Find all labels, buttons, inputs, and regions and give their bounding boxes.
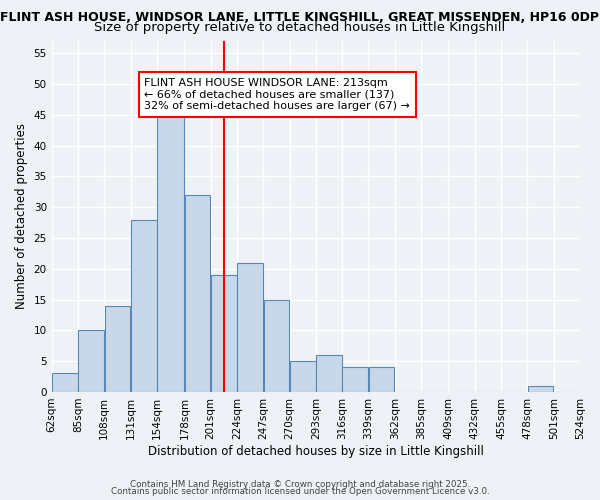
Bar [237,262,263,392]
Text: FLINT ASH HOUSE, WINDSOR LANE, LITTLE KINGSHILL, GREAT MISSENDEN, HP16 0DP: FLINT ASH HOUSE, WINDSOR LANE, LITTLE KI… [1,11,599,24]
Text: FLINT ASH HOUSE WINDSOR LANE: 213sqm
← 66% of detached houses are smaller (137)
: FLINT ASH HOUSE WINDSOR LANE: 213sqm ← 6… [144,78,410,111]
Bar [369,368,394,392]
Text: Size of property relative to detached houses in Little Kingshill: Size of property relative to detached ho… [94,22,506,35]
Y-axis label: Number of detached properties: Number of detached properties [15,124,28,310]
Bar [104,306,130,392]
Bar [343,368,368,392]
Text: Contains HM Land Registry data © Crown copyright and database right 2025.: Contains HM Land Registry data © Crown c… [130,480,470,489]
Bar [157,115,184,392]
Bar [78,330,104,392]
Bar [211,275,236,392]
Bar [263,300,289,392]
Bar [290,361,316,392]
Bar [527,386,553,392]
X-axis label: Distribution of detached houses by size in Little Kingshill: Distribution of detached houses by size … [148,444,484,458]
Text: Contains public sector information licensed under the Open Government Licence v3: Contains public sector information licen… [110,488,490,496]
Bar [131,220,157,392]
Bar [52,374,77,392]
Bar [185,195,211,392]
Bar [316,355,342,392]
